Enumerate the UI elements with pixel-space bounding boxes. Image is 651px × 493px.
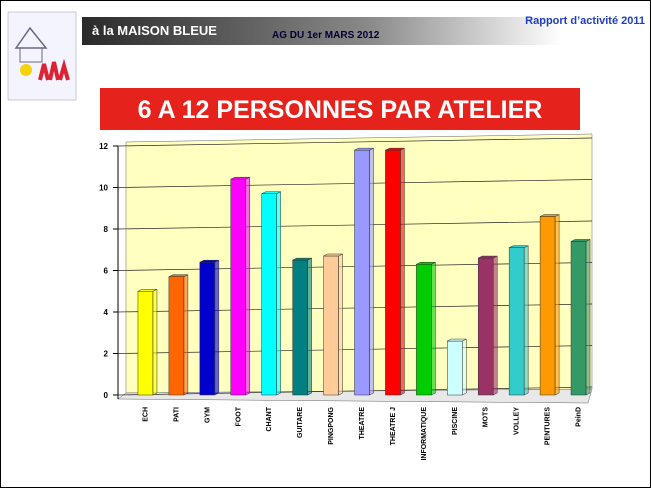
x-tick-label: ECH [142,407,149,422]
bar [169,277,184,395]
x-tick-label: GUITARE [297,407,304,438]
x-tick-label: CHANT [266,406,273,431]
bar-side [308,258,312,395]
bar [200,262,215,395]
bar-side [184,275,188,395]
bar-side [586,239,590,395]
bar [509,248,524,395]
y-tick-label: 6 [104,267,109,276]
bar [138,291,153,395]
bar-top [571,239,590,241]
bar-top [509,246,528,248]
logo [8,12,76,100]
y-tick-label: 12 [99,142,108,151]
bar-top [478,256,497,258]
bar-side [555,215,559,395]
x-tick-label: MOTS [483,407,490,428]
bar-top [385,148,404,150]
bar-side [215,260,219,395]
bar [447,341,462,395]
bar [355,150,370,395]
bar [540,217,555,395]
bar [385,150,400,395]
bar-side [493,256,497,395]
header-meeting: AG DU 1er MARS 2012 [272,30,380,41]
x-tick-label: FOOT [235,406,242,426]
bar-top [324,254,343,256]
bar-top [447,339,466,341]
x-tick-label: PISCINE [452,407,459,435]
bar-side [370,148,374,395]
chart-title: 6 A 12 PERSONNES PAR ATELIER [138,96,543,124]
bar [293,260,308,395]
slide: à la MAISON BLEUE AG DU 1er MARS 2012 Ra… [0,0,651,488]
bar-side [400,148,404,395]
bar-top [138,289,157,291]
bar [324,256,339,395]
x-tick-label: PENTURES [545,407,552,445]
bar [262,194,277,395]
bar-top [355,148,374,150]
bar-top [169,275,188,277]
x-tick-label: INFORMATIQUE [421,407,428,461]
bar [231,179,246,395]
y-tick-label: 4 [104,308,109,317]
bar-side [339,254,343,395]
x-tick-label: PeinD [576,407,583,427]
bar-top [231,177,250,179]
bar-top [540,215,559,217]
bar [478,258,493,395]
header-report: Rapport d’activité 2011 [525,15,645,27]
bar [416,264,431,395]
y-tick-label: 8 [104,225,109,234]
x-tick-label: THEATRE [359,407,366,440]
y-tick-label: 0 [104,391,109,400]
bar-side [462,339,466,395]
y-tick-label: 2 [104,350,109,359]
x-tick-label: PATI [173,407,180,422]
bar [571,241,586,395]
x-tick-label: GYM [204,407,211,423]
bar-top [200,260,219,262]
header-place: à la MAISON BLEUE [92,23,217,38]
x-tick-label: PINGPONG [328,406,335,444]
bar-side [431,262,435,395]
bar-side [153,289,157,395]
x-tick-label: THEATRE J [390,407,397,445]
x-tick-label: VOLLEY [514,407,521,435]
bar-top [293,258,312,260]
bar-top [416,262,435,264]
bar-top [262,192,281,194]
bar-side [277,192,281,395]
y-tick-label: 10 [99,184,108,193]
bar-side [524,246,528,395]
bar-side [246,177,250,395]
